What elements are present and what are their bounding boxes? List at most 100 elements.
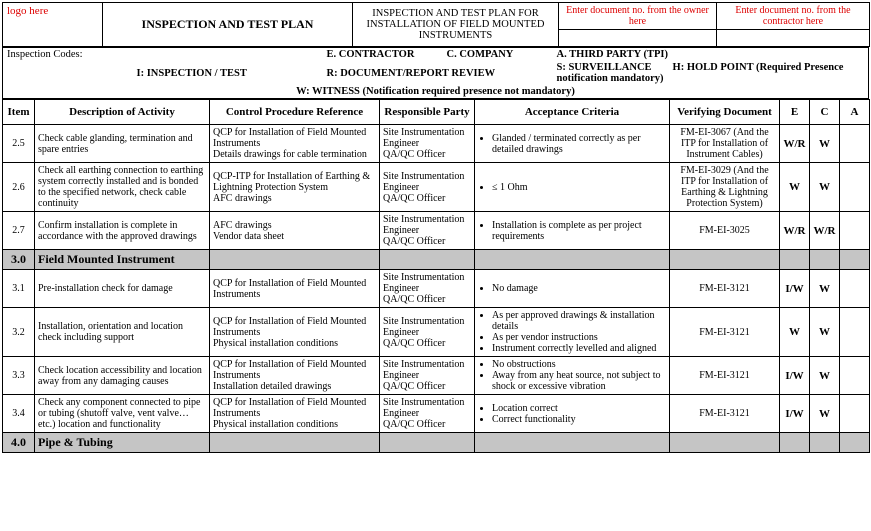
item-no: 2.6 (3, 163, 35, 212)
control-procedure: QCP-ITP for Installation of Earthing & L… (210, 163, 380, 212)
subtitle: INSPECTION AND TEST PLAN FOR INSTALLATIO… (353, 3, 559, 47)
code-c-cell: W (810, 125, 840, 163)
section-title: Field Mounted Instrument (35, 250, 210, 270)
responsible-party: Site Instrumentation EngineerQA/QC Offic… (380, 125, 475, 163)
owner-doc-blank (559, 30, 717, 47)
data-row: 3.2Installation, orientation and locatio… (3, 308, 870, 357)
responsible-party: Site Instrumentation EngineerQA/QC Offic… (380, 212, 475, 250)
acceptance-criteria: No obstructionsAway from any heat source… (475, 357, 670, 395)
item-no: 3.4 (3, 395, 35, 433)
column-header-row: Item Description of Activity Control Pro… (3, 100, 870, 125)
code-a-cell (840, 395, 870, 433)
item-no: 2.7 (3, 212, 35, 250)
control-procedure: AFC drawingsVendor data sheet (210, 212, 380, 250)
activity-desc: Installation, orientation and location c… (35, 308, 210, 357)
responsible-party: Site Instrumentation EngineerQA/QC Offic… (380, 270, 475, 308)
main-title: INSPECTION AND TEST PLAN (103, 3, 353, 47)
responsible-party: Site Instrumentation EngineerQA/QC Offic… (380, 357, 475, 395)
section-title: Pipe & Tubing (35, 433, 210, 453)
code-e-cell: W (780, 308, 810, 357)
code-e-cell: W/R (780, 212, 810, 250)
acceptance-criteria: No damage (475, 270, 670, 308)
col-resp: Responsible Party (380, 100, 475, 125)
contractor-doc-blank (717, 30, 870, 47)
item-no: 3.3 (3, 357, 35, 395)
activity-desc: Check any component connected to pipe or… (35, 395, 210, 433)
code-c-cell: W (810, 395, 840, 433)
acceptance-criteria: Location correctCorrect functionality (475, 395, 670, 433)
acceptance-item: Location correct (492, 403, 666, 414)
acceptance-criteria: As per approved drawings & installation … (475, 308, 670, 357)
code-w: W: WITNESS (Notification required presen… (296, 86, 575, 97)
code-i: I: INSPECTION / TEST (133, 61, 323, 85)
code-e-cell: W/R (780, 125, 810, 163)
code-c-cell: W (810, 270, 840, 308)
data-row: 2.6Check all earthing connection to eart… (3, 163, 870, 212)
acceptance-item: As per approved drawings & installation … (492, 310, 666, 332)
responsible-party: Site Instrumentation EngineerQA/QC Offic… (380, 395, 475, 433)
item-no: 3.1 (3, 270, 35, 308)
col-acc: Acceptance Criteria (475, 100, 670, 125)
activity-desc: Check all earthing connection to earthin… (35, 163, 210, 212)
data-row: 3.3Check location accessibility and loca… (3, 357, 870, 395)
code-e: E. CONTRACTOR (323, 48, 443, 62)
code-a: A. THIRD PARTY (TPI) (553, 48, 869, 62)
code-c-cell: W/R (810, 212, 840, 250)
verifying-document: FM-EI-3121 (670, 395, 780, 433)
control-procedure: QCP for Installation of Field Mounted In… (210, 308, 380, 357)
contractor-doc-note: Enter document no. from the contractor h… (717, 3, 870, 30)
col-e: E (780, 100, 810, 125)
verifying-document: FM-EI-3121 (670, 270, 780, 308)
code-e-cell: I/W (780, 357, 810, 395)
code-a-cell (840, 308, 870, 357)
item-no: 4.0 (3, 433, 35, 453)
data-row: 3.4Check any component connected to pipe… (3, 395, 870, 433)
item-no: 3.0 (3, 250, 35, 270)
code-a-cell (840, 212, 870, 250)
code-c-cell: W (810, 308, 840, 357)
verifying-document: FM-EI-3029 (And the ITP for Installation… (670, 163, 780, 212)
data-row: 3.1Pre-installation check for damageQCP … (3, 270, 870, 308)
code-a-cell (840, 125, 870, 163)
verifying-document: FM-EI-3121 (670, 357, 780, 395)
col-a: A (840, 100, 870, 125)
col-ctrl: Control Procedure Reference (210, 100, 380, 125)
code-e-cell: I/W (780, 270, 810, 308)
acceptance-item: Instrument correctly levelled and aligne… (492, 343, 666, 354)
codes-label: Inspection Codes: (3, 48, 133, 62)
col-vdoc: Verifying Document (670, 100, 780, 125)
codes-table: Inspection Codes: E. CONTRACTOR C. COMPA… (2, 47, 869, 99)
header-table: logo here INSPECTION AND TEST PLAN INSPE… (2, 2, 870, 47)
acceptance-criteria: Installation is complete as per project … (475, 212, 670, 250)
acceptance-item: As per vendor instructions (492, 332, 666, 343)
item-no: 3.2 (3, 308, 35, 357)
acceptance-item: No obstructions (492, 359, 666, 370)
responsible-party: Site Instrumentation EngineerQA/QC Offic… (380, 308, 475, 357)
verifying-document: FM-EI-3067 (And the ITP for Installation… (670, 125, 780, 163)
col-c: C (810, 100, 840, 125)
verifying-document: FM-EI-3121 (670, 308, 780, 357)
code-c-cell: W (810, 163, 840, 212)
control-procedure: QCP for Installation of Field Mounted In… (210, 395, 380, 433)
control-procedure: QCP for Installation of Field Mounted In… (210, 270, 380, 308)
code-a-cell (840, 163, 870, 212)
code-a-cell (840, 270, 870, 308)
control-procedure: QCP for Installation of Field Mounted In… (210, 357, 380, 395)
code-r: R: DOCUMENT/REPORT REVIEW (323, 61, 553, 85)
acceptance-item: Correct functionality (492, 414, 666, 425)
code-c-cell: W (810, 357, 840, 395)
activity-desc: Check cable glanding, termination and sp… (35, 125, 210, 163)
col-item: Item (3, 100, 35, 125)
acceptance-item: Installation is complete as per project … (492, 220, 666, 242)
section-row: 4.0Pipe & Tubing (3, 433, 870, 453)
responsible-party: Site Instrumentation EngineerQA/QC Offic… (380, 163, 475, 212)
activity-desc: Pre-installation check for damage (35, 270, 210, 308)
section-row: 3.0Field Mounted Instrument (3, 250, 870, 270)
code-c: C. COMPANY (443, 48, 553, 62)
activity-desc: Confirm installation is complete in acco… (35, 212, 210, 250)
acceptance-criteria: ≤ 1 Ohm (475, 163, 670, 212)
code-e-cell: I/W (780, 395, 810, 433)
acceptance-item: Glanded / terminated correctly as per de… (492, 133, 666, 155)
control-procedure: QCP for Installation of Field Mounted In… (210, 125, 380, 163)
verifying-document: FM-EI-3025 (670, 212, 780, 250)
